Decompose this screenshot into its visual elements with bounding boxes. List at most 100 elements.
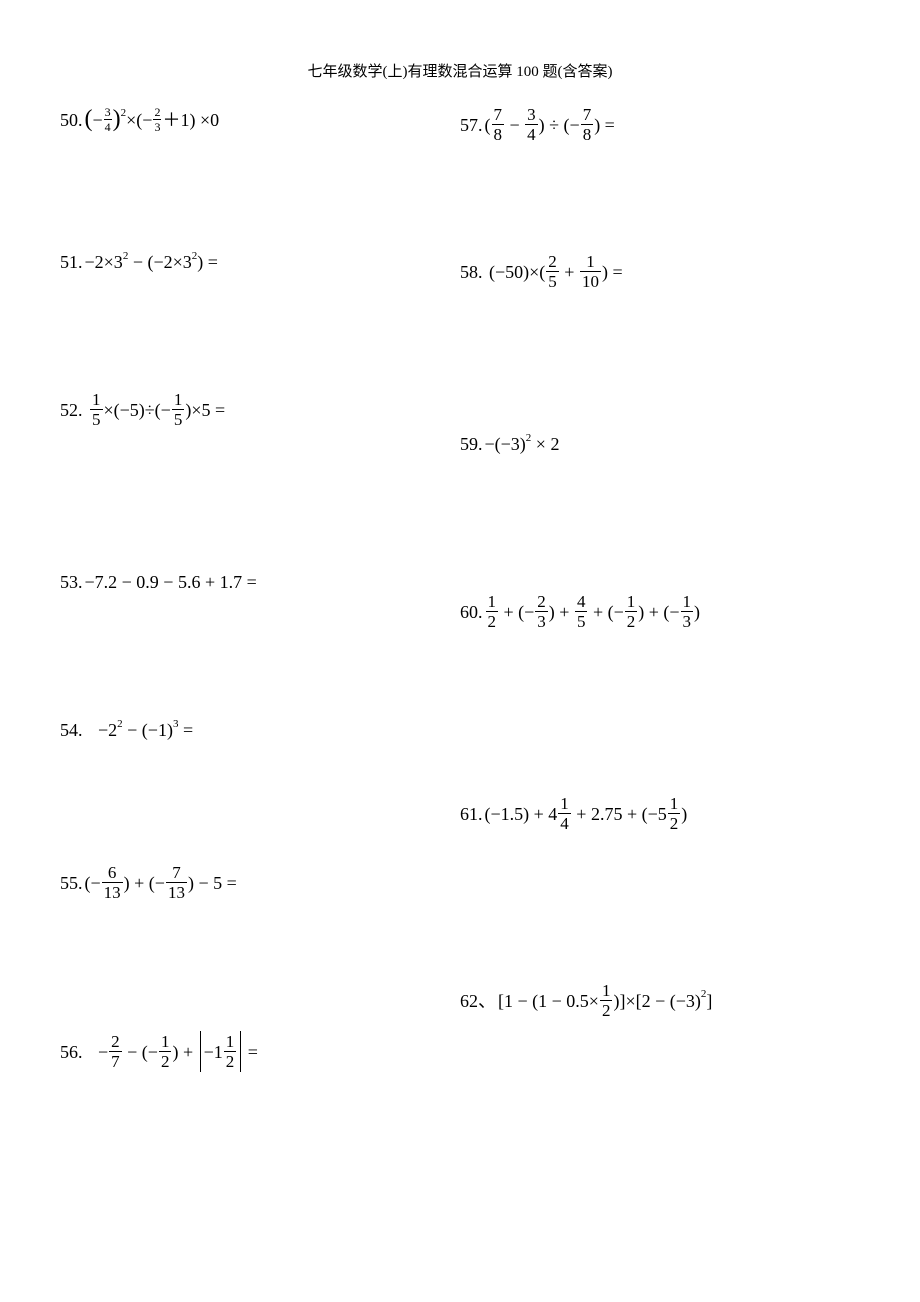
math-text: − (−1) xyxy=(123,721,173,739)
fraction-denominator: 2 xyxy=(486,611,499,630)
problem-number: 53. xyxy=(60,573,83,591)
fraction: 34 xyxy=(525,106,538,143)
fraction-numerator: 7 xyxy=(170,864,183,882)
math-text: ) + xyxy=(172,1043,197,1061)
fraction-denominator: 2 xyxy=(600,1000,613,1019)
fraction: 23 xyxy=(535,593,548,630)
superscript: 2 xyxy=(121,108,127,119)
problem-expression: −27 − (−12) + −112 = xyxy=(85,1031,258,1072)
superscript: 2 xyxy=(701,989,707,1000)
math-text: −2 xyxy=(85,721,118,739)
math-text: −7.2 − 0.9 − 5.6 + 1.7 = xyxy=(85,573,257,591)
fraction-numerator: 1 xyxy=(668,795,681,813)
problem-number: 57. xyxy=(460,116,483,134)
problem-expression: (−50)×(25 + 110) = xyxy=(485,253,623,290)
fraction: 12 xyxy=(600,982,613,1019)
fraction-denominator: 2 xyxy=(159,1051,172,1070)
math-text: + (− xyxy=(588,603,623,621)
fraction-denominator: 2 xyxy=(625,611,638,630)
problem-expression: 15×(−5)÷(−15)×5 = xyxy=(85,391,226,428)
math-text: [1 − (1 − 0.5× xyxy=(498,992,599,1010)
math-text: ) − 5 = xyxy=(188,874,237,892)
math-text: ] xyxy=(706,992,712,1010)
problem-number: 54. xyxy=(60,721,83,739)
fraction-numerator: 1 xyxy=(584,253,597,271)
math-text: + 2.75 + (−5 xyxy=(572,805,667,823)
fraction-numerator: 1 xyxy=(172,391,185,409)
math-text: ×(− xyxy=(126,111,152,129)
fraction: 34 xyxy=(104,106,112,133)
problem-number: 61. xyxy=(460,805,483,823)
fraction-numerator: 1 xyxy=(558,795,571,813)
fraction-numerator: 3 xyxy=(104,106,112,119)
problem-number: 56. xyxy=(60,1043,83,1061)
fraction: 14 xyxy=(558,795,571,832)
problem-number: 59. xyxy=(460,435,483,453)
math-text: ＋1) ×0 xyxy=(162,111,219,129)
fraction-numerator: 7 xyxy=(581,106,594,124)
fraction: 78 xyxy=(581,106,594,143)
absolute-value: −112 xyxy=(200,1031,242,1072)
fraction-numerator: 1 xyxy=(224,1033,237,1051)
math-text: − xyxy=(85,1043,109,1061)
math-text: ×(−5)÷(− xyxy=(104,401,171,419)
fraction-denominator: 5 xyxy=(90,409,103,428)
problem-expression: −7.2 − 0.9 − 5.6 + 1.7 = xyxy=(85,573,257,591)
fraction-denominator: 4 xyxy=(558,813,571,832)
fraction: 613 xyxy=(102,864,123,901)
problem-p54: 54. −22 − (−1)3 = xyxy=(60,721,460,739)
fraction: 15 xyxy=(90,391,103,428)
fraction-numerator: 1 xyxy=(486,593,499,611)
fraction: 110 xyxy=(580,253,601,290)
left-column: 50.(−34)2×(−23＋1) ×051.−2×32 − (−2×32) =… xyxy=(60,101,460,1072)
problem-number: 51. xyxy=(60,253,83,271)
problem-expression: −(−3)2 × 2 xyxy=(485,435,560,453)
content-area: 50.(−34)2×(−23＋1) ×051.−2×32 − (−2×32) =… xyxy=(60,101,860,1072)
fraction-numerator: 2 xyxy=(546,253,559,271)
fraction-denominator: 10 xyxy=(580,271,601,290)
fraction-denominator: 4 xyxy=(525,124,538,143)
math-text: −2×3 xyxy=(85,253,123,271)
math-text: − (−2×3 xyxy=(128,253,191,271)
problem-number: 50. xyxy=(60,111,83,129)
math-text: − (− xyxy=(123,1043,158,1061)
fraction-denominator: 5 xyxy=(575,611,588,630)
fraction-numerator: 1 xyxy=(625,593,638,611)
fraction: 78 xyxy=(492,106,505,143)
fraction-numerator: 7 xyxy=(492,106,505,124)
fraction: 12 xyxy=(159,1033,172,1070)
math-text: + (− xyxy=(499,603,534,621)
big-paren: ) xyxy=(113,107,121,131)
superscript: 2 xyxy=(526,433,532,444)
problem-expression: (−34)2×(−23＋1) ×0 xyxy=(85,106,220,133)
page-header: 七年级数学(上)有理数混合运算 100 题(含答案) xyxy=(60,60,860,81)
superscript: 3 xyxy=(173,719,179,730)
fraction-denominator: 4 xyxy=(104,119,112,133)
problem-p52: 52. 15×(−5)÷(−15)×5 = xyxy=(60,391,460,428)
fraction-numerator: 2 xyxy=(535,593,548,611)
math-text: (−50)×( xyxy=(485,263,546,281)
problem-p53: 53.−7.2 − 0.9 − 5.6 + 1.7 = xyxy=(60,573,460,591)
fraction-denominator: 2 xyxy=(668,813,681,832)
fraction-denominator: 8 xyxy=(581,124,594,143)
right-column: 57.(78 − 34) ÷ (−78) =58. (−50)×(25 + 11… xyxy=(460,101,860,1072)
math-text: − xyxy=(93,111,103,129)
fraction-numerator: 4 xyxy=(575,593,588,611)
math-text: ) xyxy=(681,805,687,823)
math-text: = xyxy=(243,1043,258,1061)
superscript: 2 xyxy=(192,251,198,262)
math-text: −(−3) xyxy=(485,435,526,453)
math-text: (− xyxy=(85,874,101,892)
fraction: 713 xyxy=(166,864,187,901)
problem-expression: −2×32 − (−2×32) = xyxy=(85,253,218,271)
math-text: ) + (− xyxy=(638,603,679,621)
math-text: ) ÷ (− xyxy=(539,116,580,134)
fraction-denominator: 5 xyxy=(546,271,559,290)
problem-p62: 62、[1 − (1 − 0.5×12)]×[2 − (−3)2] xyxy=(460,982,860,1019)
fraction-numerator: 6 xyxy=(106,864,119,882)
math-text: ) = xyxy=(197,253,218,271)
problem-expression: (−1.5) + 414 + 2.75 + (−512) xyxy=(485,795,688,832)
fraction-denominator: 2 xyxy=(224,1051,237,1070)
problem-number: 60. xyxy=(460,603,483,621)
math-text: ) + xyxy=(549,603,574,621)
